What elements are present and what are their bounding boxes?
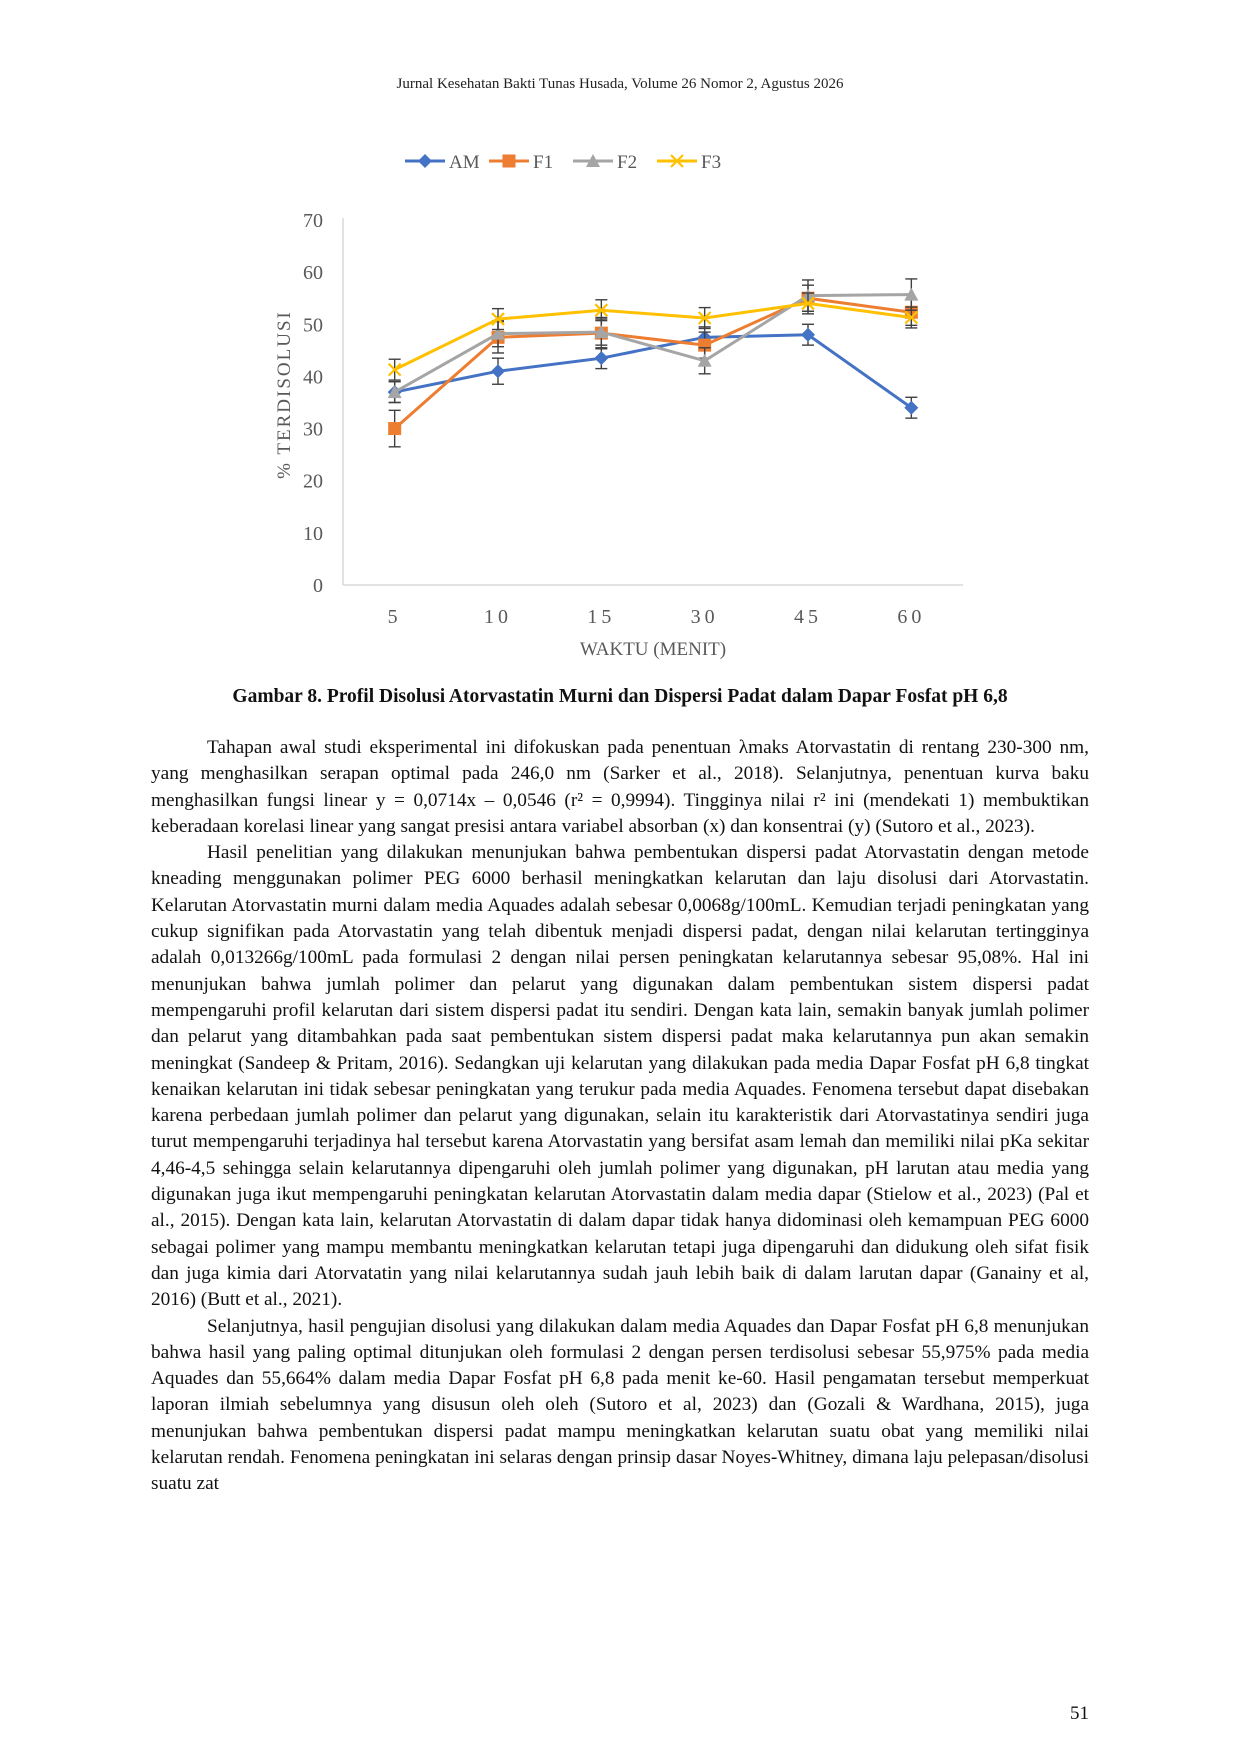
paragraph-2: Hasil penelitian yang dilakukan menunjuk… — [151, 842, 1089, 1311]
dissolution-chart: AM F1 F2 F3 0 10 20 30 40 50 60 70 5 10 15 30 45 60 % T… — [274, 152, 963, 660]
y-tick-label: 50 — [303, 314, 323, 336]
data-point — [594, 303, 609, 317]
figure-caption: Gambar 8. Profil Disolusi Atorvastatin M… — [232, 686, 1008, 707]
legend-item-am: AM — [405, 152, 480, 173]
x-tick-label: 30 — [691, 606, 719, 628]
legend-item-f2: F2 — [573, 152, 637, 173]
data-point — [491, 364, 505, 379]
legend-label: F1 — [533, 152, 553, 173]
y-tick-label: 30 — [303, 419, 323, 441]
page-number: 51 — [1070, 1703, 1089, 1724]
data-point — [387, 385, 402, 399]
y-tick-label: 70 — [303, 210, 323, 232]
data-point — [697, 353, 712, 367]
series-f1 — [388, 284, 918, 448]
x-axis-ticks: 5 10 15 30 45 60 — [388, 606, 925, 628]
data-point — [594, 351, 609, 366]
y-axis-ticks: 0 10 20 30 40 50 60 70 — [303, 210, 323, 597]
x-tick-label: 5 — [388, 606, 402, 628]
series-line-f1 — [393, 296, 912, 430]
legend-item-f1: F1 — [489, 152, 553, 173]
journal-header: Jurnal Kesehatan Bakti Tunas Husada, Vol… — [396, 76, 844, 92]
x-tick-label: 60 — [897, 606, 925, 628]
data-point — [491, 312, 505, 326]
x-tick-label: 45 — [794, 606, 822, 628]
y-tick-label: 40 — [303, 366, 323, 388]
series-line-f2 — [393, 293, 912, 394]
y-axis-label: % TERDISOLUSI — [274, 310, 295, 479]
data-point — [697, 311, 712, 325]
data-point — [388, 422, 402, 436]
data-point — [801, 327, 815, 342]
series-line-f3 — [394, 301, 912, 371]
series-f2 — [387, 278, 919, 404]
legend-label: F3 — [701, 152, 721, 173]
y-tick-label: 0 — [313, 575, 323, 597]
y-tick-label: 60 — [303, 262, 323, 284]
data-point — [904, 310, 919, 325]
legend-item-f3: F3 — [657, 152, 721, 173]
data-point — [387, 362, 402, 377]
x-tick-label: 15 — [587, 606, 615, 628]
data-point — [594, 325, 609, 339]
data-point — [801, 296, 815, 311]
y-tick-label: 10 — [303, 523, 323, 545]
data-point — [491, 326, 505, 340]
legend-label: F2 — [617, 152, 637, 173]
body-text: Tahapan awal studi eksperimental ini dif… — [151, 735, 1089, 1498]
paragraph-1: Tahapan awal studi eksperimental ini dif… — [151, 737, 1089, 837]
data-point — [904, 400, 919, 415]
chart-series — [387, 278, 919, 448]
data-point — [904, 287, 919, 301]
legend-label: AM — [449, 152, 480, 173]
y-tick-label: 20 — [303, 471, 323, 493]
paragraph-3: Selanjutnya, hasil pengujian disolusi ya… — [151, 1315, 1089, 1495]
x-tick-label: 10 — [484, 606, 512, 628]
series-f3 — [387, 292, 919, 381]
x-axis-label: WAKTU (MENIT) — [580, 639, 726, 660]
chart-legend: AM F1 F2 F3 — [405, 152, 721, 173]
